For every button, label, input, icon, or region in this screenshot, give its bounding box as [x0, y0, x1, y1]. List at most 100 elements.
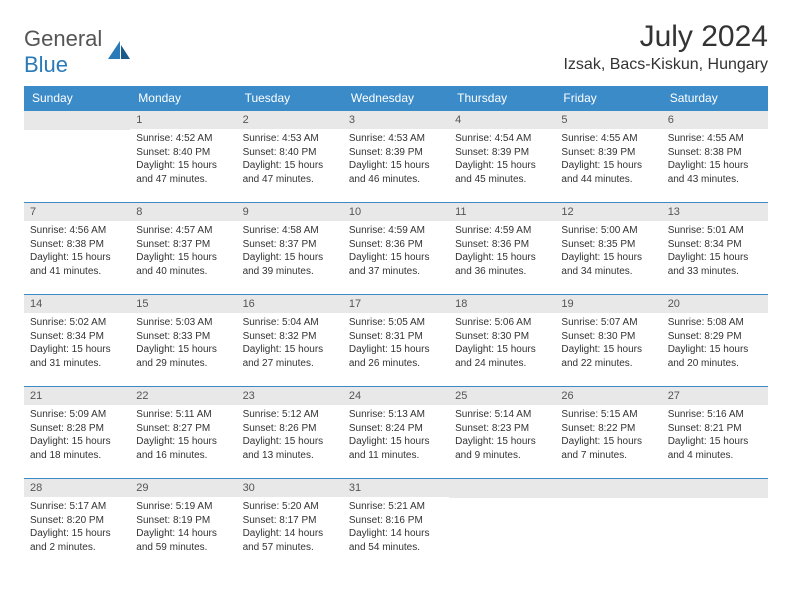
- calendar-cell: 31Sunrise: 5:21 AMSunset: 8:16 PMDayligh…: [343, 479, 449, 571]
- day-content: Sunrise: 4:53 AMSunset: 8:39 PMDaylight:…: [343, 129, 449, 192]
- calendar-cell: 20Sunrise: 5:08 AMSunset: 8:29 PMDayligh…: [662, 295, 768, 387]
- day-header: Monday: [130, 86, 236, 111]
- day-content: Sunrise: 5:17 AMSunset: 8:20 PMDaylight:…: [24, 497, 130, 560]
- calendar-cell: 18Sunrise: 5:06 AMSunset: 8:30 PMDayligh…: [449, 295, 555, 387]
- calendar-cell: 17Sunrise: 5:05 AMSunset: 8:31 PMDayligh…: [343, 295, 449, 387]
- day-content: Sunrise: 5:00 AMSunset: 8:35 PMDaylight:…: [555, 221, 661, 284]
- day-header: Friday: [555, 86, 661, 111]
- calendar-cell: 22Sunrise: 5:11 AMSunset: 8:27 PMDayligh…: [130, 387, 236, 479]
- calendar-cell: 10Sunrise: 4:59 AMSunset: 8:36 PMDayligh…: [343, 203, 449, 295]
- day-number: 12: [555, 203, 661, 221]
- day-content: Sunrise: 4:55 AMSunset: 8:39 PMDaylight:…: [555, 129, 661, 192]
- day-number: 10: [343, 203, 449, 221]
- calendar-week-row: 21Sunrise: 5:09 AMSunset: 8:28 PMDayligh…: [24, 387, 768, 479]
- day-number: 28: [24, 479, 130, 497]
- day-content: Sunrise: 4:53 AMSunset: 8:40 PMDaylight:…: [237, 129, 343, 192]
- calendar-cell: 5Sunrise: 4:55 AMSunset: 8:39 PMDaylight…: [555, 111, 661, 203]
- day-content: Sunrise: 4:54 AMSunset: 8:39 PMDaylight:…: [449, 129, 555, 192]
- day-number: 22: [130, 387, 236, 405]
- day-content: Sunrise: 4:57 AMSunset: 8:37 PMDaylight:…: [130, 221, 236, 284]
- day-number: 25: [449, 387, 555, 405]
- calendar-week-row: 28Sunrise: 5:17 AMSunset: 8:20 PMDayligh…: [24, 479, 768, 571]
- calendar-cell: 16Sunrise: 5:04 AMSunset: 8:32 PMDayligh…: [237, 295, 343, 387]
- day-content: Sunrise: 5:20 AMSunset: 8:17 PMDaylight:…: [237, 497, 343, 560]
- day-content: Sunrise: 5:11 AMSunset: 8:27 PMDaylight:…: [130, 405, 236, 468]
- day-content: Sunrise: 5:16 AMSunset: 8:21 PMDaylight:…: [662, 405, 768, 468]
- day-header: Saturday: [662, 86, 768, 111]
- calendar-cell: 24Sunrise: 5:13 AMSunset: 8:24 PMDayligh…: [343, 387, 449, 479]
- day-number: 27: [662, 387, 768, 405]
- calendar-cell: 3Sunrise: 4:53 AMSunset: 8:39 PMDaylight…: [343, 111, 449, 203]
- day-number: 15: [130, 295, 236, 313]
- day-content: Sunrise: 5:02 AMSunset: 8:34 PMDaylight:…: [24, 313, 130, 376]
- empty-day-bar: [555, 479, 661, 498]
- day-content: Sunrise: 4:58 AMSunset: 8:37 PMDaylight:…: [237, 221, 343, 284]
- day-content: Sunrise: 5:15 AMSunset: 8:22 PMDaylight:…: [555, 405, 661, 468]
- day-number: 9: [237, 203, 343, 221]
- day-header: Tuesday: [237, 86, 343, 111]
- day-content: Sunrise: 5:04 AMSunset: 8:32 PMDaylight:…: [237, 313, 343, 376]
- day-content: Sunrise: 5:21 AMSunset: 8:16 PMDaylight:…: [343, 497, 449, 560]
- calendar-head: SundayMondayTuesdayWednesdayThursdayFrid…: [24, 86, 768, 111]
- day-number: 4: [449, 111, 555, 129]
- day-number: 23: [237, 387, 343, 405]
- calendar-cell: 25Sunrise: 5:14 AMSunset: 8:23 PMDayligh…: [449, 387, 555, 479]
- calendar-cell: 7Sunrise: 4:56 AMSunset: 8:38 PMDaylight…: [24, 203, 130, 295]
- logo-word2: Blue: [24, 52, 68, 77]
- day-number: 6: [662, 111, 768, 129]
- logo-sail-icon: [106, 39, 132, 66]
- day-content: Sunrise: 4:52 AMSunset: 8:40 PMDaylight:…: [130, 129, 236, 192]
- calendar-cell: 2Sunrise: 4:53 AMSunset: 8:40 PMDaylight…: [237, 111, 343, 203]
- day-number: 13: [662, 203, 768, 221]
- day-number: 8: [130, 203, 236, 221]
- day-number: 20: [662, 295, 768, 313]
- calendar-cell: 30Sunrise: 5:20 AMSunset: 8:17 PMDayligh…: [237, 479, 343, 571]
- day-content: Sunrise: 4:59 AMSunset: 8:36 PMDaylight:…: [343, 221, 449, 284]
- day-content: Sunrise: 5:14 AMSunset: 8:23 PMDaylight:…: [449, 405, 555, 468]
- calendar-cell: 9Sunrise: 4:58 AMSunset: 8:37 PMDaylight…: [237, 203, 343, 295]
- calendar-cell: [555, 479, 661, 571]
- calendar-cell: [24, 111, 130, 203]
- day-number: 30: [237, 479, 343, 497]
- day-header: Wednesday: [343, 86, 449, 111]
- day-content: Sunrise: 5:06 AMSunset: 8:30 PMDaylight:…: [449, 313, 555, 376]
- day-number: 14: [24, 295, 130, 313]
- day-header: Sunday: [24, 86, 130, 111]
- day-number: 26: [555, 387, 661, 405]
- calendar-cell: 27Sunrise: 5:16 AMSunset: 8:21 PMDayligh…: [662, 387, 768, 479]
- calendar-cell: 15Sunrise: 5:03 AMSunset: 8:33 PMDayligh…: [130, 295, 236, 387]
- location: Izsak, Bacs-Kiskun, Hungary: [563, 56, 768, 74]
- day-number: 7: [24, 203, 130, 221]
- day-number: 2: [237, 111, 343, 129]
- day-content: Sunrise: 5:13 AMSunset: 8:24 PMDaylight:…: [343, 405, 449, 468]
- calendar-week-row: 7Sunrise: 4:56 AMSunset: 8:38 PMDaylight…: [24, 203, 768, 295]
- day-content: Sunrise: 5:03 AMSunset: 8:33 PMDaylight:…: [130, 313, 236, 376]
- day-content: Sunrise: 5:07 AMSunset: 8:30 PMDaylight:…: [555, 313, 661, 376]
- day-number: 11: [449, 203, 555, 221]
- day-number: 31: [343, 479, 449, 497]
- day-number: 17: [343, 295, 449, 313]
- calendar-cell: 21Sunrise: 5:09 AMSunset: 8:28 PMDayligh…: [24, 387, 130, 479]
- day-number: 3: [343, 111, 449, 129]
- calendar-week-row: 1Sunrise: 4:52 AMSunset: 8:40 PMDaylight…: [24, 111, 768, 203]
- calendar-cell: 6Sunrise: 4:55 AMSunset: 8:38 PMDaylight…: [662, 111, 768, 203]
- day-number: 19: [555, 295, 661, 313]
- day-content: Sunrise: 4:55 AMSunset: 8:38 PMDaylight:…: [662, 129, 768, 192]
- calendar-cell: 28Sunrise: 5:17 AMSunset: 8:20 PMDayligh…: [24, 479, 130, 571]
- calendar-cell: 8Sunrise: 4:57 AMSunset: 8:37 PMDaylight…: [130, 203, 236, 295]
- day-number: 24: [343, 387, 449, 405]
- month-title: July 2024: [563, 20, 768, 54]
- calendar-cell: [662, 479, 768, 571]
- empty-day-bar: [24, 111, 130, 130]
- calendar-cell: 19Sunrise: 5:07 AMSunset: 8:30 PMDayligh…: [555, 295, 661, 387]
- day-content: Sunrise: 5:05 AMSunset: 8:31 PMDaylight:…: [343, 313, 449, 376]
- empty-day-bar: [662, 479, 768, 498]
- day-content: Sunrise: 4:56 AMSunset: 8:38 PMDaylight:…: [24, 221, 130, 284]
- empty-day-bar: [449, 479, 555, 498]
- day-content: Sunrise: 5:12 AMSunset: 8:26 PMDaylight:…: [237, 405, 343, 468]
- day-number: 29: [130, 479, 236, 497]
- calendar-cell: 26Sunrise: 5:15 AMSunset: 8:22 PMDayligh…: [555, 387, 661, 479]
- day-content: Sunrise: 5:08 AMSunset: 8:29 PMDaylight:…: [662, 313, 768, 376]
- calendar-cell: 13Sunrise: 5:01 AMSunset: 8:34 PMDayligh…: [662, 203, 768, 295]
- day-number: 1: [130, 111, 236, 129]
